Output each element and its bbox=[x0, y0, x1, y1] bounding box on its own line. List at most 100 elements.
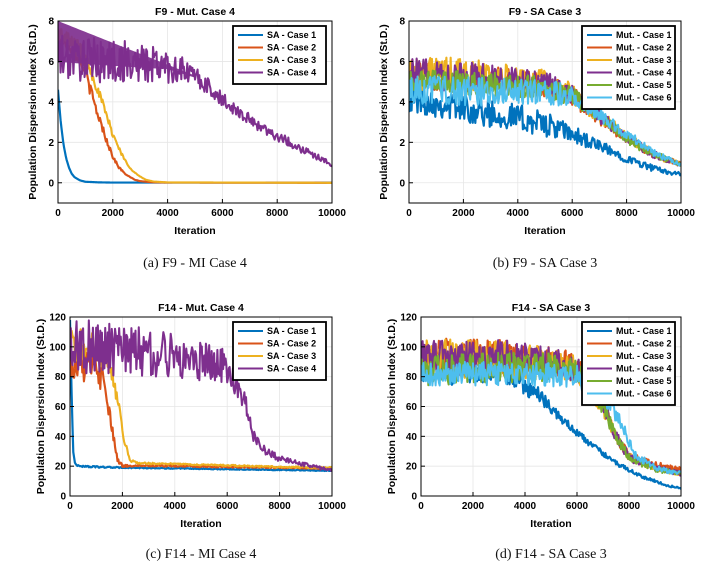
y-axis-label: Population Dispersion Index (St.D.) bbox=[386, 319, 398, 495]
chart-title: F14 - Mut. Case 4 bbox=[158, 302, 244, 314]
legend-entry-sa-case-1: SA - Case 1 bbox=[267, 326, 316, 336]
y-tick-label: 40 bbox=[55, 432, 67, 443]
y-tick-label: 60 bbox=[55, 402, 67, 413]
panel-f14-mut-case-4: F14 - Mut. Case 4 0 2000 4000 6000 8000 10000 0… bbox=[35, 302, 346, 562]
legend-entry-sa-case-4: SA - Case 4 bbox=[267, 364, 316, 374]
legend-box bbox=[581, 25, 676, 110]
panel-f14-sa-case-3: F14 - SA Case 3 0 2000 4000 6000 8000 10000 0 20… bbox=[386, 302, 695, 562]
legend: SA - Case 1 SA - Case 2 SA - Case 3 SA - Ca… bbox=[232, 25, 327, 85]
x-axis-label: Iteration bbox=[180, 518, 221, 530]
y-tick-label: 2 bbox=[48, 138, 54, 149]
y-tick-label: 80 bbox=[55, 372, 67, 383]
x-axis-label: Iteration bbox=[524, 225, 565, 237]
legend-entry-mut-case-3: Mut. - Case 3 bbox=[616, 351, 672, 361]
y-tick-label: 6 bbox=[48, 57, 54, 68]
panel-f9-mut-case-4: F9 - Mut. Case 4 0 2000 4000 6000 8000 10000 0 2… bbox=[27, 6, 346, 271]
x-tick-label: 4000 bbox=[156, 208, 179, 219]
y-tick-label: 20 bbox=[55, 462, 67, 473]
series-line-mut-case-1 bbox=[409, 83, 681, 177]
series-line-sa-case-1 bbox=[58, 89, 332, 184]
series-line-sa-case-4 bbox=[70, 319, 332, 472]
figure-caption: (a) F9 - MI Case 4 bbox=[143, 256, 247, 271]
legend-entry-sa-case-3: SA - Case 3 bbox=[267, 351, 316, 361]
legend-box bbox=[581, 321, 676, 406]
x-tick-label: 6000 bbox=[566, 501, 589, 512]
series-line-sa-case-1 bbox=[70, 319, 332, 473]
x-tick-label: 6000 bbox=[216, 501, 239, 512]
x-tick-label: 10000 bbox=[667, 208, 695, 219]
x-tick-label: 8000 bbox=[618, 501, 641, 512]
x-tick-label: 0 bbox=[55, 208, 61, 219]
x-tick-label: 8000 bbox=[615, 208, 638, 219]
legend: SA - Case 1 SA - Case 2 SA - Case 3 SA - Ca… bbox=[232, 321, 327, 381]
series-line-mut-case-6 bbox=[409, 75, 681, 167]
legend-entry-mut-case-6: Mut. - Case 6 bbox=[616, 389, 672, 399]
y-tick-label: 120 bbox=[400, 313, 417, 324]
y-tick-label: 100 bbox=[400, 342, 417, 353]
y-tick-label: 80 bbox=[406, 372, 418, 383]
x-tick-label: 6000 bbox=[561, 208, 584, 219]
series-line-sa-case-3 bbox=[70, 328, 332, 470]
plot-area bbox=[58, 21, 332, 184]
legend-entry-sa-case-2: SA - Case 2 bbox=[267, 43, 316, 53]
x-tick-label: 10000 bbox=[318, 501, 346, 512]
y-tick-label: 8 bbox=[48, 17, 54, 28]
x-tick-label: 2000 bbox=[102, 208, 125, 219]
x-tick-label: 2000 bbox=[462, 501, 485, 512]
plot-area bbox=[409, 56, 681, 177]
figure-caption: (d) F14 - SA Case 3 bbox=[495, 547, 607, 562]
y-tick-label: 6 bbox=[399, 57, 405, 68]
legend-entry-mut-case-4: Mut. - Case 4 bbox=[616, 68, 672, 78]
x-tick-label: 2000 bbox=[452, 208, 475, 219]
x-tick-label: 8000 bbox=[268, 501, 291, 512]
y-axis-label: Population Dispersion Index (St.D.) bbox=[378, 24, 390, 200]
x-tick-label: 4000 bbox=[507, 208, 530, 219]
y-tick-label: 0 bbox=[411, 492, 417, 503]
legend: Mut. - Case 1 Mut. - Case 2 Mut. - Case 3 M… bbox=[581, 25, 676, 110]
plot-area bbox=[421, 337, 681, 490]
axes-box bbox=[408, 20, 682, 204]
y-tick-label: 60 bbox=[406, 402, 418, 413]
x-tick-label: 4000 bbox=[514, 501, 537, 512]
figure-caption: (c) F14 - MI Case 4 bbox=[146, 547, 257, 562]
chart-title: F9 - Mut. Case 4 bbox=[155, 6, 235, 18]
x-axis-label: Iteration bbox=[174, 225, 215, 237]
x-tick-label: 10000 bbox=[318, 208, 346, 219]
y-tick-label: 2 bbox=[399, 138, 405, 149]
x-tick-label: 2000 bbox=[111, 501, 134, 512]
chart-title: F14 - SA Case 3 bbox=[512, 302, 591, 314]
x-tick-label: 8000 bbox=[266, 208, 289, 219]
legend-entry-mut-case-1: Mut. - Case 1 bbox=[616, 30, 672, 40]
legend: Mut. - Case 1 Mut. - Case 2 Mut. - Case 3 M… bbox=[581, 321, 676, 406]
y-tick-label: 0 bbox=[60, 492, 66, 503]
y-tick-label: 20 bbox=[406, 462, 418, 473]
legend-entry-mut-case-5: Mut. - Case 5 bbox=[616, 376, 672, 386]
legend-entry-mut-case-4: Mut. - Case 4 bbox=[616, 364, 672, 374]
x-tick-label: 6000 bbox=[211, 208, 234, 219]
chart-title: F9 - SA Case 3 bbox=[509, 6, 582, 18]
y-tick-label: 4 bbox=[399, 97, 405, 108]
x-axis-label: Iteration bbox=[530, 518, 571, 530]
x-tick-label: 10000 bbox=[667, 501, 695, 512]
legend-entry-sa-case-2: SA - Case 2 bbox=[267, 339, 316, 349]
legend-entry-sa-case-3: SA - Case 3 bbox=[267, 55, 316, 65]
y-tick-label: 0 bbox=[48, 178, 54, 189]
series-line-sa-case-3 bbox=[58, 28, 332, 184]
series-line-mut-case-6 bbox=[421, 360, 681, 475]
y-axis-label: Population Dispersion Index (St.D.) bbox=[35, 319, 47, 495]
x-tick-label: 4000 bbox=[164, 501, 187, 512]
series-band-sa-case-4 bbox=[58, 21, 195, 78]
legend-entry-sa-case-1: SA - Case 1 bbox=[267, 30, 316, 40]
y-tick-label: 40 bbox=[406, 432, 418, 443]
plot-area bbox=[70, 319, 332, 473]
x-tick-label: 0 bbox=[406, 208, 412, 219]
x-tick-label: 0 bbox=[67, 501, 73, 512]
legend-entry-mut-case-1: Mut. - Case 1 bbox=[616, 326, 672, 336]
legend-entry-mut-case-5: Mut. - Case 5 bbox=[616, 80, 672, 90]
y-axis-label: Population Dispersion Index (St.D.) bbox=[27, 24, 39, 200]
panel-f9-sa-case-3: F9 - SA Case 3 0 2000 4000 6000 8000 10000 0 2 4 6… bbox=[378, 6, 695, 271]
x-tick-label: 0 bbox=[418, 501, 424, 512]
legend-entry-mut-case-2: Mut. - Case 2 bbox=[616, 339, 672, 349]
y-tick-label: 8 bbox=[399, 17, 405, 28]
